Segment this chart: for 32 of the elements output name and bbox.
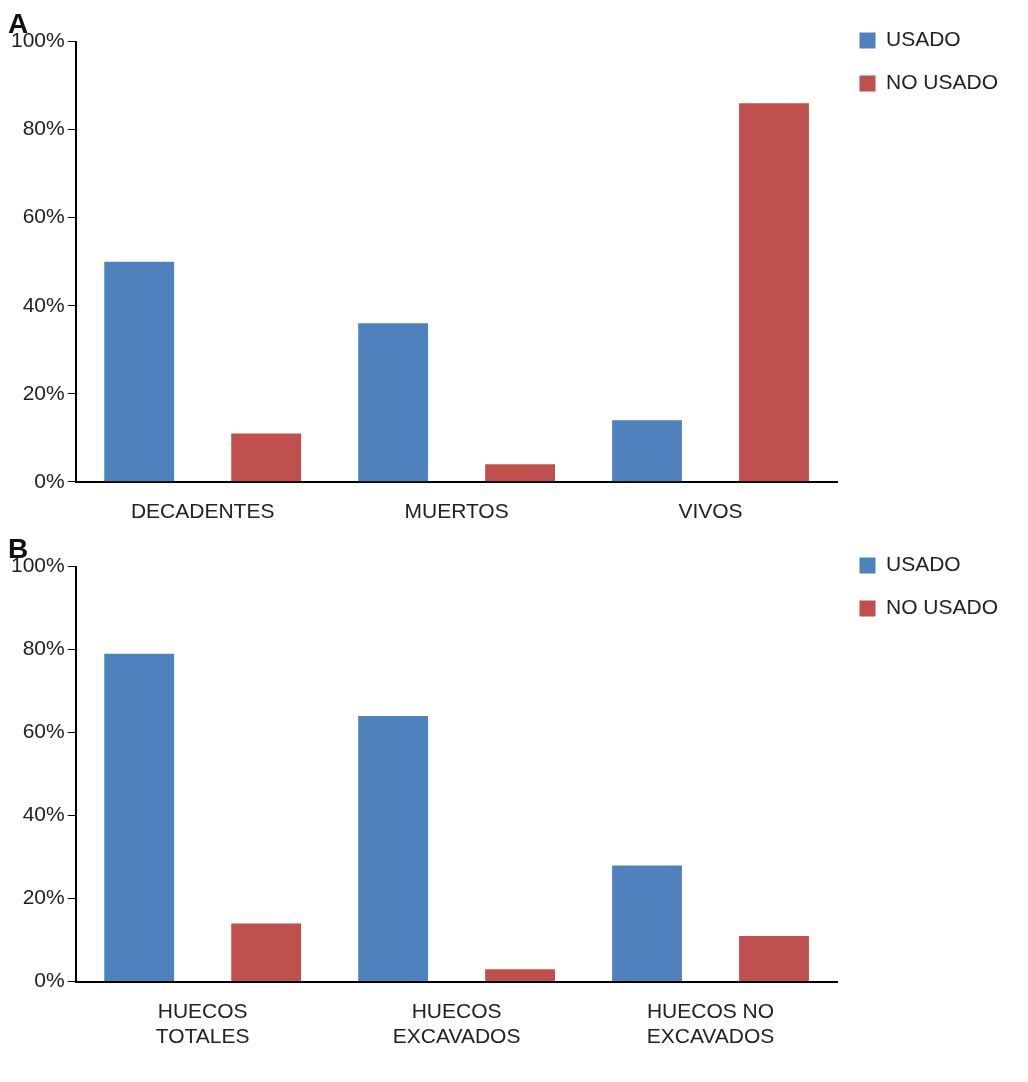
x-tick-label: HUECOS EXCAVADOS — [392, 999, 521, 1048]
y-tick-label: 60% — [22, 719, 65, 743]
legend-label: NO USADO — [885, 595, 998, 619]
bar — [358, 716, 429, 982]
y-tick-label: 20% — [22, 885, 65, 909]
x-tick-label: HUECOS TOTALES — [155, 999, 250, 1048]
bar — [104, 261, 175, 482]
y-tick-label: 20% — [22, 380, 65, 404]
legend-label: NO USADO — [885, 70, 998, 94]
x-tick-label: DECADENTES — [130, 499, 275, 523]
y-tick-label: 80% — [22, 636, 65, 660]
bar — [612, 865, 682, 982]
y-tick-label: 0% — [34, 468, 65, 492]
bar — [739, 935, 809, 982]
y-tick-label: 80% — [22, 116, 65, 140]
bar — [231, 433, 302, 482]
bar — [231, 923, 302, 982]
bar — [485, 464, 555, 482]
bar — [485, 969, 555, 982]
bar — [612, 420, 682, 482]
x-tick-label: VIVOS — [678, 499, 743, 523]
bar — [358, 323, 429, 482]
x-tick-label: MUERTOS — [404, 499, 509, 523]
legend-label: USADO — [885, 27, 961, 51]
y-tick-label: 0% — [34, 968, 65, 992]
legend-label: USADO — [885, 552, 961, 576]
bar — [104, 653, 175, 982]
x-tick-label: HUECOS NO EXCAVADOS — [646, 999, 775, 1048]
y-tick-label: 40% — [22, 292, 65, 316]
bar — [739, 103, 809, 482]
y-tick-label: 60% — [22, 204, 65, 228]
y-tick-label: 40% — [22, 802, 65, 826]
